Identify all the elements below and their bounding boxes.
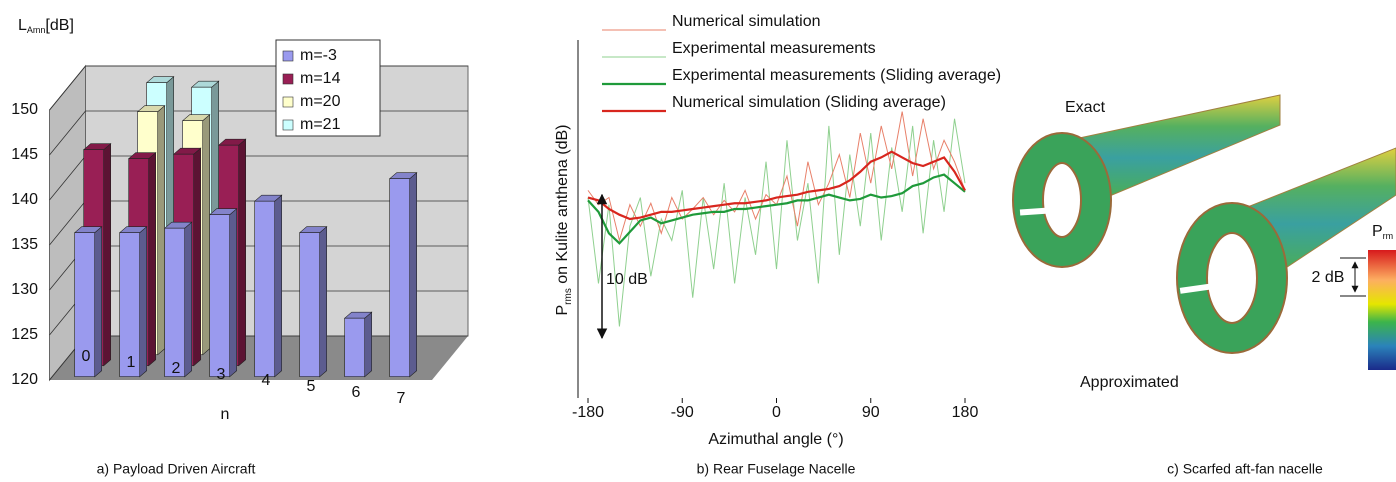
y-tick-label: 150 (11, 101, 38, 118)
legend-label: m=14 (300, 70, 341, 87)
bar-side (103, 143, 111, 367)
caption: b) Rear Fuselage Nacelle (697, 461, 856, 477)
bar-side (238, 138, 246, 367)
bar-side (193, 147, 201, 367)
x-tick-label: 5 (307, 378, 316, 395)
x-axis-label: n (221, 406, 230, 423)
x-tick-label: 4 (262, 372, 271, 389)
legend-label: m=21 (300, 116, 341, 133)
bar (74, 232, 95, 377)
bar-side (364, 311, 373, 378)
caption: c) Scarfed aft-fan nacelle (1167, 461, 1323, 477)
x-tick-label: -90 (671, 404, 694, 421)
legend-swatch (282, 119, 294, 131)
nacelle-illustration (1012, 94, 1396, 370)
legend-swatch (282, 73, 294, 85)
bar-side (139, 226, 147, 378)
colorbar-title: Prm (1372, 223, 1393, 241)
legend-label: m=20 (300, 93, 341, 110)
legend-label: Numerical simulation (672, 13, 821, 30)
x-tick-label: 6 (352, 384, 361, 401)
bar (209, 214, 230, 377)
bar-side (148, 152, 156, 367)
legend (275, 39, 381, 137)
x-tick-label: 7 (397, 390, 406, 407)
line (587, 173, 966, 245)
x-axis-label: Azimuthal angle (°) (708, 431, 843, 448)
bar-side (319, 226, 328, 378)
x-tick-label: 0 (82, 348, 91, 365)
y-axis-label: LAmn[dB] (18, 17, 74, 35)
y-tick-label: 120 (11, 371, 38, 388)
bar-side (202, 114, 210, 356)
scale-label: 2 dB (1312, 269, 1345, 286)
legend-label: Numerical simulation (Sliding average) (672, 94, 946, 111)
legend-swatch (282, 96, 294, 108)
y-tick-label: 125 (11, 326, 38, 343)
bar (119, 232, 140, 377)
scale-label: 10 dB (606, 271, 648, 288)
y-tick-label: 130 (11, 281, 38, 298)
label: Approximated (1080, 374, 1179, 391)
line (587, 118, 966, 327)
bar (299, 232, 321, 377)
line (587, 150, 966, 221)
bar-side (157, 105, 165, 356)
label: Exact (1065, 99, 1106, 116)
legend-label: Experimental measurements (672, 40, 876, 57)
x-tick-label: 3 (217, 366, 226, 383)
x-tick-label: -180 (572, 404, 604, 421)
y-axis-label: Prms on Kulite anthena (dB) (554, 124, 573, 315)
bar (344, 317, 366, 378)
line (587, 111, 966, 243)
bar-side (94, 226, 102, 378)
x-tick-label: 2 (172, 360, 181, 377)
caption: a) Payload Driven Aircraft (97, 461, 256, 477)
bar (389, 178, 411, 377)
y-tick-label: 145 (11, 146, 38, 163)
x-tick-label: 1 (127, 354, 136, 371)
legend-label: m=-3 (300, 47, 337, 64)
x-tick-label: 180 (952, 404, 979, 421)
x-tick-label: 90 (862, 404, 880, 421)
bar (254, 200, 275, 377)
bar (164, 227, 185, 377)
bar-side (409, 172, 418, 378)
legend-label: Experimental measurements (Sliding avera… (672, 67, 1001, 84)
x-tick-label: 0 (772, 404, 781, 421)
bar-side (184, 221, 192, 378)
legend-swatch (282, 50, 294, 62)
y-tick-label: 140 (11, 191, 38, 208)
bar-side (274, 194, 283, 378)
y-tick-label: 135 (11, 236, 38, 253)
bar-side (229, 208, 237, 378)
